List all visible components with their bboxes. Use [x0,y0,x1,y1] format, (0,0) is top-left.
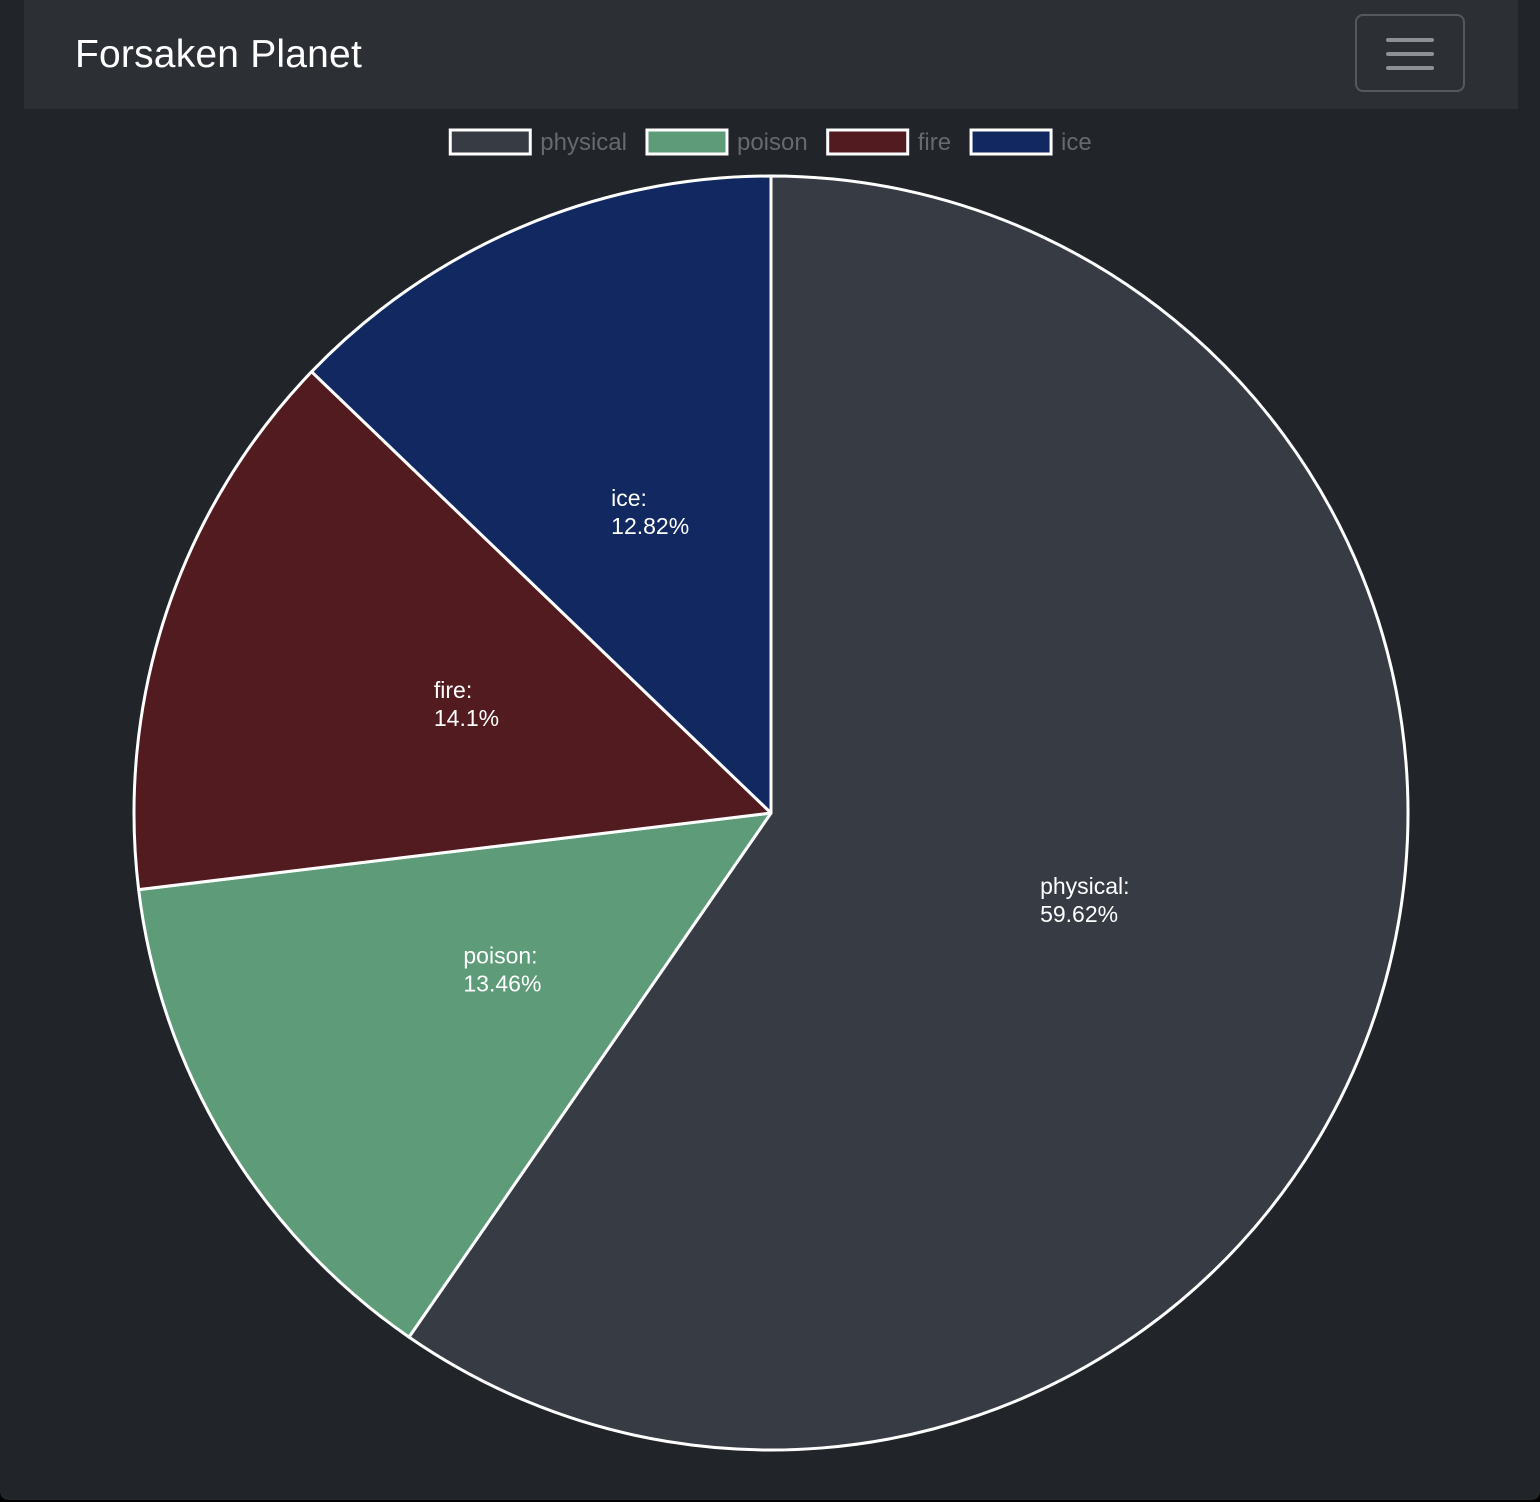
pie-slices [132,174,1410,1452]
legend-item-poison[interactable]: poison [645,128,808,156]
slice-label-physical: physical:59.62% [1040,873,1129,927]
legend-swatch-ice [969,128,1053,156]
pie-slice-poison[interactable] [137,811,773,1339]
slice-label-value: 13.46% [463,971,541,997]
slice-label-name: ice: [611,485,647,511]
slice-label-name: fire: [434,677,472,703]
legend-item-ice[interactable]: ice [969,128,1092,156]
legend-item-physical[interactable]: physical [448,128,627,156]
navbar-toggler-button[interactable] [1355,14,1465,92]
legend-label-poison: poison [737,129,808,156]
pie-slice-labels: physical:59.62% poison:13.46% fire:14.1% ic… [434,485,1130,997]
legend-label-ice: ice [1061,129,1092,156]
chart-legend: physical poison fire ice [448,128,1092,156]
legend-swatch-poison [645,128,729,156]
slice-label-name: poison: [463,943,537,969]
brand-title[interactable]: Forsaken Planet [75,33,362,76]
legend-item-fire[interactable]: fire [826,128,951,156]
slice-label-fire: fire:14.1% [434,677,499,731]
slice-label-value: 14.1% [434,705,499,731]
legend-label-physical: physical [540,129,627,156]
slice-label-poison: poison:13.46% [463,943,541,997]
legend-label-fire: fire [918,129,951,156]
slice-label-value: 59.62% [1040,901,1118,927]
slice-label-value: 12.82% [611,513,689,539]
pie-slice-fire[interactable] [132,370,773,892]
pie-slice-physical[interactable] [407,174,1410,1452]
slice-label-name: physical: [1040,873,1129,899]
pie-slice-ice[interactable] [310,174,773,815]
legend-swatch-physical [448,128,532,156]
legend-swatch-fire [826,128,910,156]
slice-label-ice: ice:12.82% [611,485,689,539]
navbar: Forsaken Planet [24,0,1518,109]
